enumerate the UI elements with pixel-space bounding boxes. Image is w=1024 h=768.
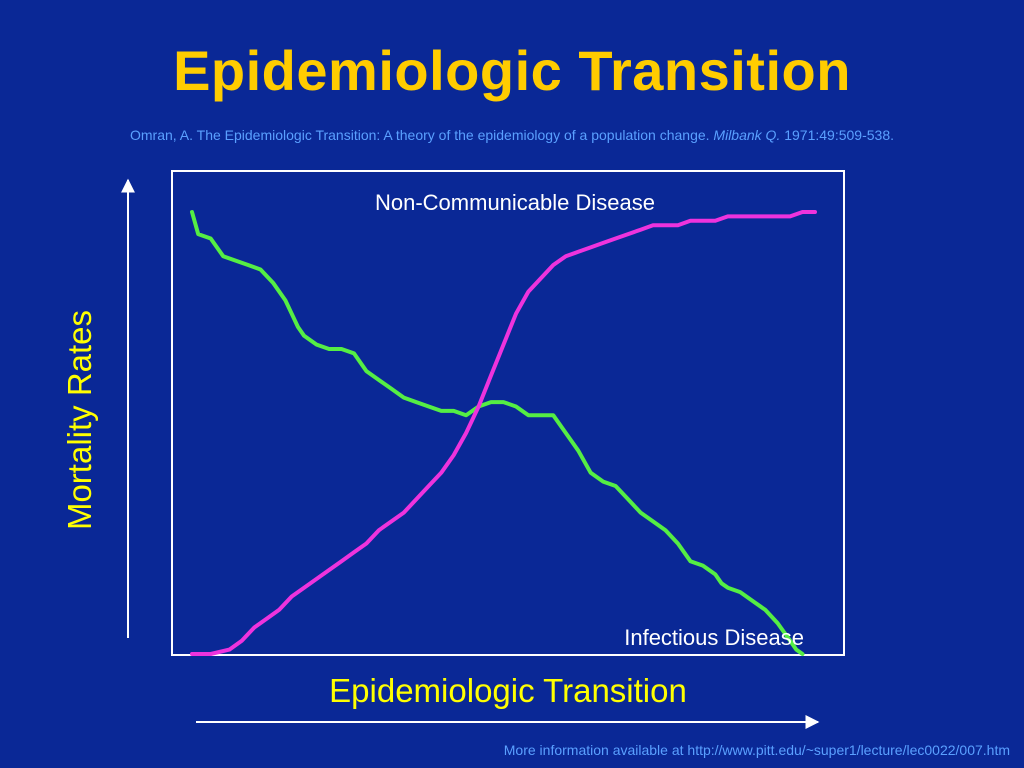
series-line-infectious xyxy=(190,210,805,656)
citation-prefix: Omran, A. The Epidemiologic Transition: … xyxy=(129,127,714,143)
citation: Omran, A. The Epidemiologic Transition: … xyxy=(0,127,1024,143)
y-axis-label: Mortality Rates xyxy=(61,309,98,531)
citation-suffix: 1971:49:509-538. xyxy=(780,127,894,143)
annotation-noncommunicable: Non-Communicable Disease xyxy=(375,190,655,215)
slide-title: Epidemiologic Transition xyxy=(173,39,851,102)
x-axis-label: Epidemiologic Transition xyxy=(329,672,687,709)
footer-link-text: More information available at http://www… xyxy=(503,742,1010,758)
annotation-infectious: Infectious Disease xyxy=(624,625,804,650)
plot-frame xyxy=(171,170,845,656)
series-line-noncommunicable xyxy=(190,210,817,656)
citation-journal: Milbank Q. xyxy=(713,127,781,143)
series-layer xyxy=(190,210,817,656)
